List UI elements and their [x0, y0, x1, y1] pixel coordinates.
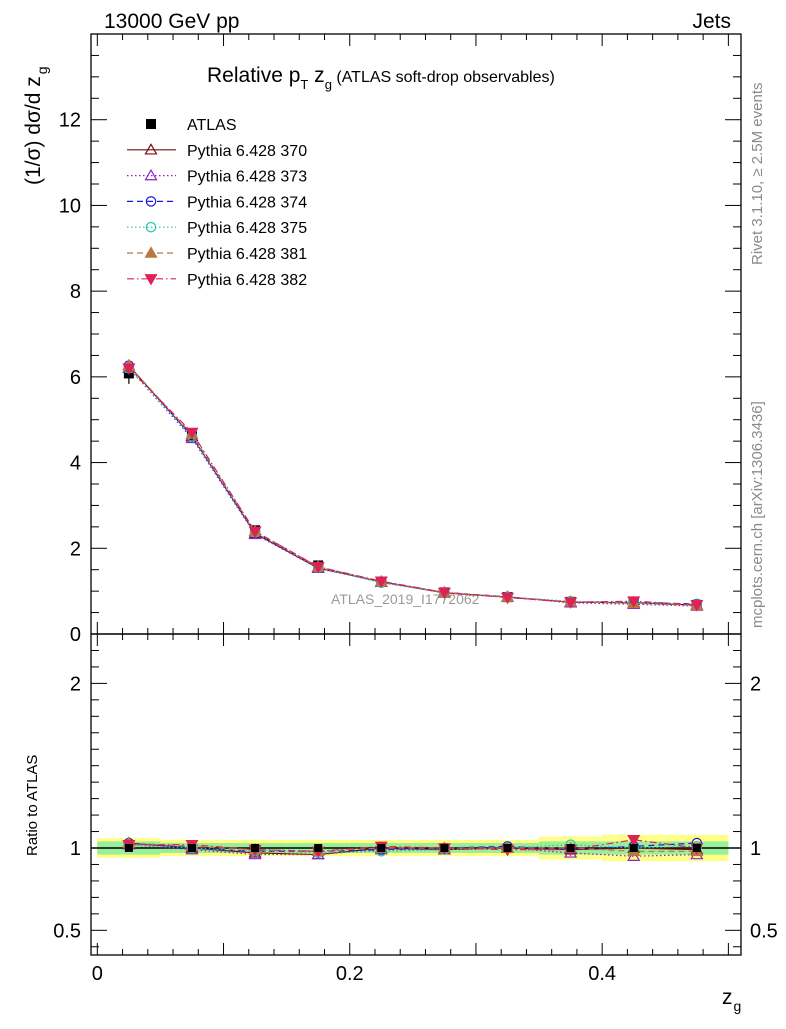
- rivet-label: Rivet 3.1.10, ≥ 2.5M events: [749, 83, 766, 266]
- y-tick-label: 0: [70, 624, 81, 646]
- ratio-series-line-5: [128, 839, 697, 852]
- y-tick-label: 10: [59, 195, 81, 217]
- atlas-ratio-point: [566, 844, 575, 852]
- legend-label-5: Pythia 6.428 382: [187, 272, 307, 289]
- series-point-5: [690, 600, 704, 612]
- y-tick-label: 6: [70, 367, 81, 389]
- x-tick-label: 0: [92, 963, 103, 985]
- ratio-y-tick-label-right: 2: [750, 673, 761, 695]
- atlas-ratio-point: [124, 844, 133, 852]
- atlas-ratio-point: [314, 844, 323, 852]
- legend-label-2: Pythia 6.428 374: [187, 194, 307, 211]
- series-point-5: [500, 592, 515, 605]
- mcplots-label: mcplots.cern.ch [arXiv:1306.3436]: [749, 401, 766, 628]
- series-point-5: [122, 363, 136, 375]
- legend-marker-2: [145, 196, 157, 207]
- series-point-5: [374, 576, 388, 588]
- y-tick-label: 12: [59, 110, 81, 132]
- header-left: 13000 GeV pp: [104, 10, 239, 33]
- legend-label-3: Pythia 6.428 375: [187, 220, 307, 237]
- legend-label-4: Pythia 6.428 381: [187, 246, 307, 263]
- series-point-5: [185, 427, 199, 440]
- legend-label-1: Pythia 6.428 373: [187, 169, 307, 186]
- legend-label-0: Pythia 6.428 370: [187, 143, 307, 160]
- ratio-series-line-1: [128, 844, 697, 857]
- y-tick-label: 4: [70, 453, 81, 475]
- legend-marker-5: [144, 274, 158, 286]
- legend-marker-1: [144, 168, 158, 181]
- atlas-ratio-point: [692, 844, 701, 852]
- ratio-series-point-5: [627, 835, 641, 847]
- ratio-y-tick-label: 0.5: [53, 920, 81, 942]
- series-point-5: [627, 596, 641, 608]
- ratio-y-tick-label: 1: [70, 838, 81, 860]
- ratio-series-line-4: [128, 842, 697, 852]
- legend-marker-atlas: [146, 119, 156, 129]
- legend-marker-4: [144, 246, 158, 258]
- plot-title: Relative pT zg (ATLAS soft-drop observab…: [207, 64, 555, 92]
- atlas-ratio-point: [440, 844, 449, 852]
- series-line-2: [128, 365, 697, 605]
- ratio-y-tick-label: 2: [70, 673, 81, 695]
- series-line-1: [128, 367, 697, 607]
- atlas-ratio-point: [377, 844, 386, 852]
- legend-marker-3: [145, 221, 157, 233]
- atlas-ratio-point: [251, 844, 260, 852]
- legend-marker-0: [144, 143, 158, 155]
- ratio-y-tick-label-right: 1: [750, 838, 761, 860]
- ratio-series-line-2: [128, 842, 697, 852]
- ratio-series-line-3: [128, 844, 697, 854]
- x-tick-label: 0.4: [588, 963, 616, 985]
- legend-label-atlas: ATLAS: [187, 117, 237, 134]
- atlas-ratio-point: [187, 844, 196, 852]
- series-point-5: [437, 587, 451, 600]
- series-point-5: [311, 562, 325, 574]
- main-ylabel: (1/σ) dσ/d zg: [22, 66, 50, 185]
- atlas-ratio-point: [503, 844, 512, 852]
- series-line-5: [128, 367, 697, 606]
- y-tick-label: 2: [70, 538, 81, 560]
- series-point-5: [248, 526, 262, 539]
- ratio-y-tick-label-right: 0.5: [750, 920, 778, 942]
- series-line-4: [128, 365, 697, 607]
- series-line-0: [128, 365, 697, 606]
- atlas-ratio-point: [629, 844, 638, 852]
- legend: ATLAS Pythia 6.428 370 Pythia 6.428 373 Pyt…: [127, 117, 307, 289]
- y-tick-label: 8: [70, 281, 81, 303]
- ratio-frame: [90, 633, 742, 956]
- series-line-3: [128, 367, 697, 606]
- x-axis-label: zg: [722, 986, 741, 1014]
- series-point-5: [564, 597, 578, 609]
- ratio-ylabel: Ratio to ATLAS: [24, 755, 41, 856]
- header-right: Jets: [692, 10, 731, 33]
- x-tick-label: 0.2: [336, 963, 364, 985]
